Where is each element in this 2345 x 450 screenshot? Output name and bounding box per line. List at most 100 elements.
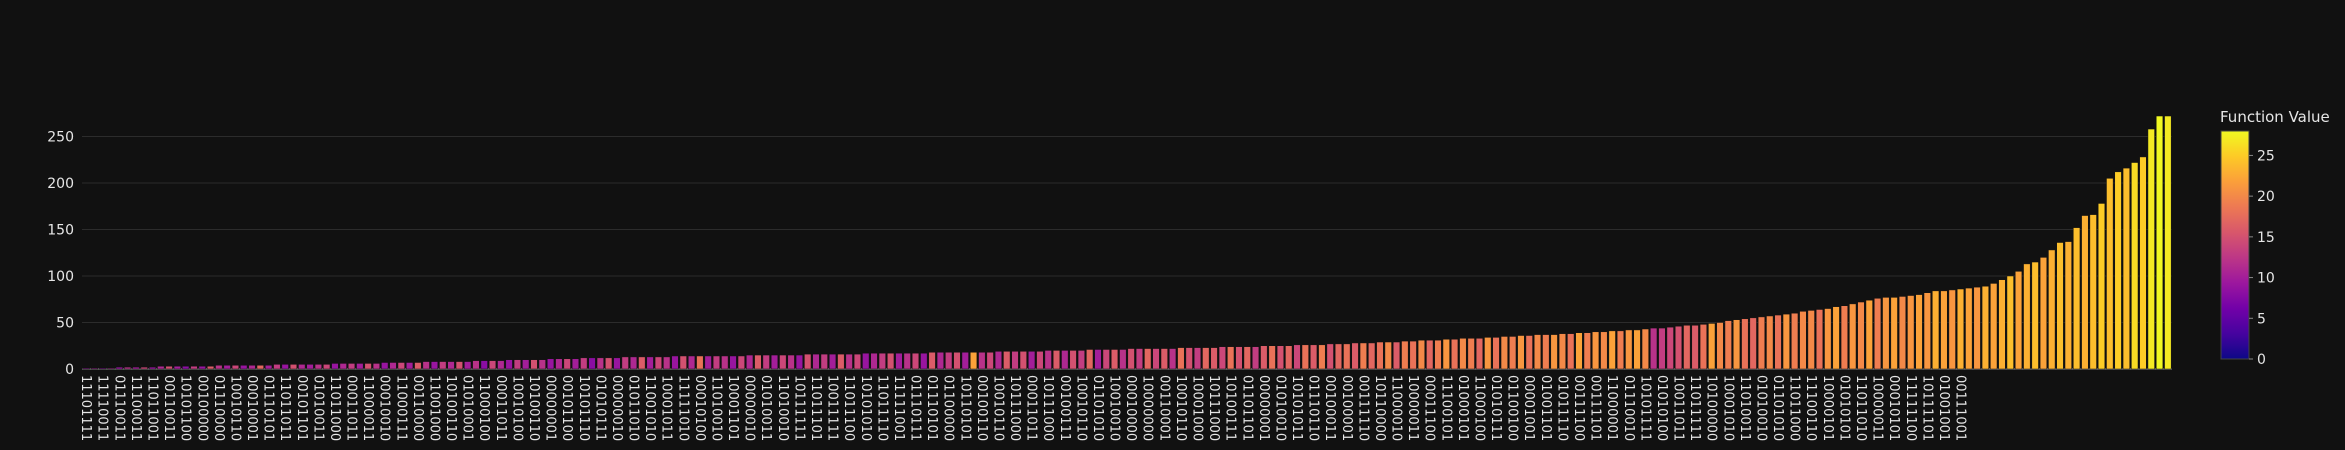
x-tick-label: 11001000 xyxy=(426,375,441,441)
x-tick-label: 01010101 xyxy=(1836,375,1851,441)
x-tick-label: 10101110 xyxy=(576,375,591,441)
bar xyxy=(347,363,356,370)
bar xyxy=(1160,348,1168,370)
bar xyxy=(1890,297,1898,370)
bar xyxy=(862,352,870,370)
x-tick-label: 00000001 xyxy=(1256,375,1271,441)
bar xyxy=(1923,292,1931,370)
bar xyxy=(1517,335,1525,370)
bar xyxy=(1193,347,1202,370)
bar xyxy=(936,352,944,370)
bar xyxy=(1368,342,1376,370)
x-tick-label: 10101011 xyxy=(1289,375,1304,441)
x-tick-label: 11011100 xyxy=(841,375,856,441)
bar xyxy=(1641,328,1649,370)
x-tick-label: 00000010 xyxy=(742,375,757,441)
x-tick-label: 01101101 xyxy=(1239,375,1254,441)
bar xyxy=(447,361,455,370)
x-tick-label: 10001000 xyxy=(1189,375,1204,441)
bar xyxy=(430,361,439,370)
bar xyxy=(1293,344,1301,370)
bar xyxy=(920,352,928,370)
bar xyxy=(422,361,430,370)
bar xyxy=(1144,348,1152,370)
x-tick-label: 11111010 xyxy=(675,375,690,441)
x-tick-label: 00110001 xyxy=(1156,375,1171,441)
bar xyxy=(90,367,99,370)
y-tick-label: 150 xyxy=(47,222,74,238)
x-tick-label: 01100100 xyxy=(1505,375,1520,441)
x-tick-label: 11011000 xyxy=(1787,375,1802,441)
x-tick-label: 01010011 xyxy=(758,375,773,441)
bar xyxy=(1218,346,1226,370)
bar xyxy=(1832,306,1840,370)
bar xyxy=(115,366,123,370)
x-tick-label: 00110011 xyxy=(161,375,176,441)
bar xyxy=(2106,178,2114,370)
bar xyxy=(1276,345,1285,370)
bar xyxy=(671,355,679,370)
x-tick-label: 00000001 xyxy=(543,375,558,441)
bar xyxy=(1169,348,1177,370)
x-tick-label: 10001011 xyxy=(659,375,674,441)
x-tick-label: 11110011 xyxy=(95,375,110,441)
bar xyxy=(1658,327,1666,370)
x-tick-label: 01010111 xyxy=(592,375,607,441)
bar xyxy=(265,365,273,370)
x-tick-label: 10100000 xyxy=(1704,375,1719,441)
bar xyxy=(1766,315,1774,370)
bar xyxy=(2081,215,2089,370)
bar xyxy=(621,356,629,370)
x-tick-label: 01110101 xyxy=(924,375,939,441)
bar xyxy=(1840,305,1848,370)
bar xyxy=(1948,289,1956,370)
bar xyxy=(323,364,331,370)
bar xyxy=(2139,156,2147,370)
bar xyxy=(2131,162,2139,370)
bar xyxy=(812,353,820,370)
bar xyxy=(1799,311,1807,370)
colorbar xyxy=(2220,130,2250,360)
bar xyxy=(339,363,347,370)
x-tick-label: 10100110 xyxy=(443,375,458,441)
bar xyxy=(1426,339,1434,370)
bar xyxy=(1965,287,1973,370)
x-tick-label: 10000101 xyxy=(1820,375,1835,441)
bar xyxy=(1392,341,1401,370)
x-tick-label: 00010100 xyxy=(692,375,707,441)
bar xyxy=(1509,336,1517,370)
bar xyxy=(2122,167,2130,370)
bar xyxy=(538,359,546,370)
bar xyxy=(1492,337,1500,370)
bar xyxy=(1691,325,1699,370)
bar xyxy=(298,364,306,370)
bar xyxy=(522,359,530,370)
y-tick-label: 250 xyxy=(47,129,74,145)
bar xyxy=(1459,338,1467,370)
colorbar-tick-label: 10 xyxy=(2257,271,2275,287)
bar xyxy=(605,357,613,370)
x-tick-label: 01010010 xyxy=(1753,375,1768,441)
bar xyxy=(563,358,571,370)
bar xyxy=(1235,346,1243,370)
bar xyxy=(829,353,837,370)
bar xyxy=(1442,338,1450,370)
x-tick-label: 01011010 xyxy=(626,375,641,441)
bar xyxy=(1749,317,1757,370)
x-tick-label: 01010010 xyxy=(1272,375,1287,441)
x-tick-label: 00111101 xyxy=(1588,375,1603,441)
bar xyxy=(704,355,712,370)
bar xyxy=(1699,324,1707,370)
x-tick-label: 10011111 xyxy=(825,375,840,441)
bar xyxy=(1956,288,1965,370)
bar xyxy=(2164,115,2172,370)
x-tick-label: 00100110 xyxy=(974,375,989,441)
bar xyxy=(1608,330,1616,370)
bar xyxy=(2155,115,2164,370)
x-tick-label: 11011101 xyxy=(808,375,823,441)
bar xyxy=(1567,333,1575,370)
x-tick-label: 00000010 xyxy=(609,375,624,441)
bar xyxy=(1434,339,1442,370)
x-tick-label: 10111000 xyxy=(1007,375,1022,441)
x-tick-label: 11011000 xyxy=(327,375,342,441)
